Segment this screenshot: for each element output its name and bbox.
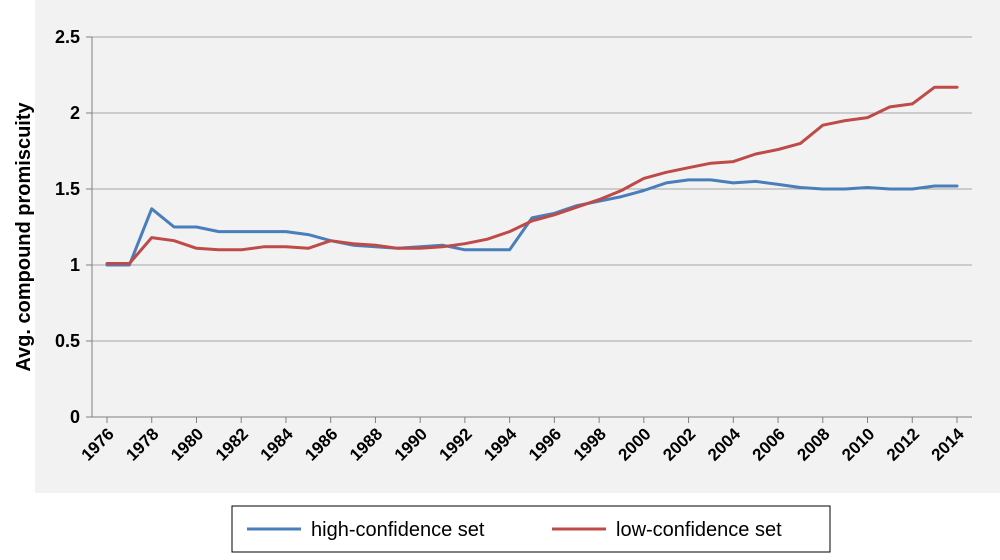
series-line-high-confidence: [105, 178, 959, 267]
legend-label-low-confidence: low-confidence set: [616, 519, 782, 541]
legend: high-confidence set low-confidence set: [231, 505, 831, 553]
series-lines: [105, 85, 959, 267]
legend-label-high-confidence: high-confidence set: [311, 519, 485, 541]
y-tick-label: 1.5: [55, 179, 80, 199]
y-tick-label: 0: [70, 407, 80, 427]
y-tick-label: 0.5: [55, 331, 80, 351]
legend-box: [231, 505, 831, 553]
series-line-low-confidence: [105, 85, 959, 265]
y-tick-label: 1: [70, 255, 80, 275]
axes: [91, 37, 972, 423]
y-tick-labels: 0 0.5 1 1.5 2 2.5: [55, 27, 80, 427]
y-tick-label: 2.5: [55, 27, 80, 47]
chart-area-background: [35, 0, 1000, 493]
y-axis-title: Avg. compound promiscuity: [13, 101, 35, 371]
y-tick-label: 2: [70, 103, 80, 123]
